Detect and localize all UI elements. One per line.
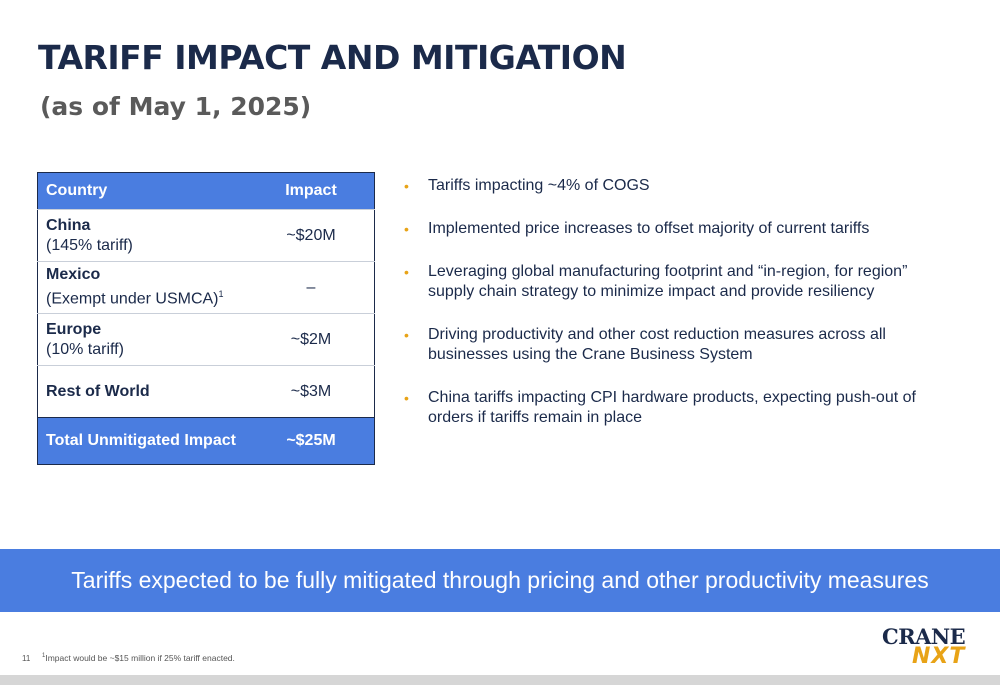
bullet-text: Implemented price increases to offset ma… <box>428 220 870 237</box>
country-note-text: (Exempt under USMCA) <box>46 290 219 308</box>
table-row: Rest of World ~$3M <box>37 365 375 418</box>
country-cell: Rest of World <box>37 365 248 418</box>
impact-value: ~$2M <box>248 313 375 366</box>
list-item: • China tariffs impacting CPI hardware pr… <box>404 388 944 428</box>
table-total-row: Total Unmitigated Impact ~$25M <box>37 417 375 465</box>
tariff-impact-table: Country Impact China (145% tariff) ~$20M… <box>37 172 375 465</box>
country-note: (10% tariff) <box>46 340 124 358</box>
list-item: • Tariffs impacting ~4% of COGS <box>404 176 944 196</box>
bullet-text: Leveraging global manufacturing footprin… <box>428 263 908 300</box>
country-name: Mexico <box>46 266 101 284</box>
bullet-icon: • <box>404 221 409 237</box>
footnote-marker: 1 <box>218 289 224 300</box>
bullet-text: Tariffs impacting ~4% of COGS <box>428 177 650 194</box>
country-name: China <box>46 216 91 234</box>
table-row: Mexico (Exempt under USMCA)1 – <box>37 261 375 314</box>
list-item: • Implemented price increases to offset m… <box>404 219 944 239</box>
bottom-strip <box>0 675 1000 685</box>
country-note: (145% tariff) <box>46 236 133 254</box>
header-country: Country <box>37 172 248 210</box>
bullet-icon: • <box>404 178 409 194</box>
page-number: 11 <box>22 654 31 663</box>
summary-banner: Tariffs expected to be fully mitigated t… <box>0 549 1000 612</box>
list-item: • Driving productivity and other cost red… <box>404 325 944 365</box>
crane-nxt-logo: CRANE NXT <box>878 624 978 672</box>
bullet-icon: • <box>404 264 409 280</box>
country-cell: China (145% tariff) <box>37 209 248 262</box>
country-cell: Mexico (Exempt under USMCA)1 <box>37 261 248 314</box>
footnote-text: Impact would be ~$15 million if 25% tari… <box>45 653 235 663</box>
banner-text: Tariffs expected to be fully mitigated t… <box>71 567 929 593</box>
country-cell: Europe (10% tariff) <box>37 313 248 366</box>
bullet-icon: • <box>404 327 409 343</box>
total-value: ~$25M <box>248 417 375 465</box>
country-note: (Exempt under USMCA)1 <box>46 284 240 309</box>
page-title: TARIFF IMPACT AND MITIGATION <box>38 38 627 77</box>
footnote-sup: 1 <box>42 653 46 660</box>
bullet-text: Driving productivity and other cost redu… <box>428 326 886 363</box>
table-header-row: Country Impact <box>37 172 375 210</box>
bullet-text: China tariffs impacting CPI hardware pro… <box>428 389 916 426</box>
impact-value: – <box>248 261 375 314</box>
table-row: China (145% tariff) ~$20M <box>37 209 375 262</box>
list-item: • Leveraging global manufacturing footpri… <box>404 262 944 302</box>
page-subtitle: (as of May 1, 2025) <box>40 92 312 121</box>
bullet-list: • Tariffs impacting ~4% of COGS • Implemen… <box>404 176 944 451</box>
table-row: Europe (10% tariff) ~$2M <box>37 313 375 366</box>
footnote: 1Impact would be ~$15 million if 25% tar… <box>42 653 235 663</box>
header-impact: Impact <box>248 172 375 210</box>
total-label: Total Unmitigated Impact <box>37 417 248 465</box>
impact-value: ~$20M <box>248 209 375 262</box>
country-name: Europe <box>46 320 102 338</box>
logo-crane-text: CRANE <box>882 624 966 649</box>
country-name: Rest of World <box>46 383 150 400</box>
logo-nxt-text: NXT <box>912 644 966 669</box>
impact-value: ~$3M <box>248 365 375 418</box>
bullet-icon: • <box>404 390 409 406</box>
